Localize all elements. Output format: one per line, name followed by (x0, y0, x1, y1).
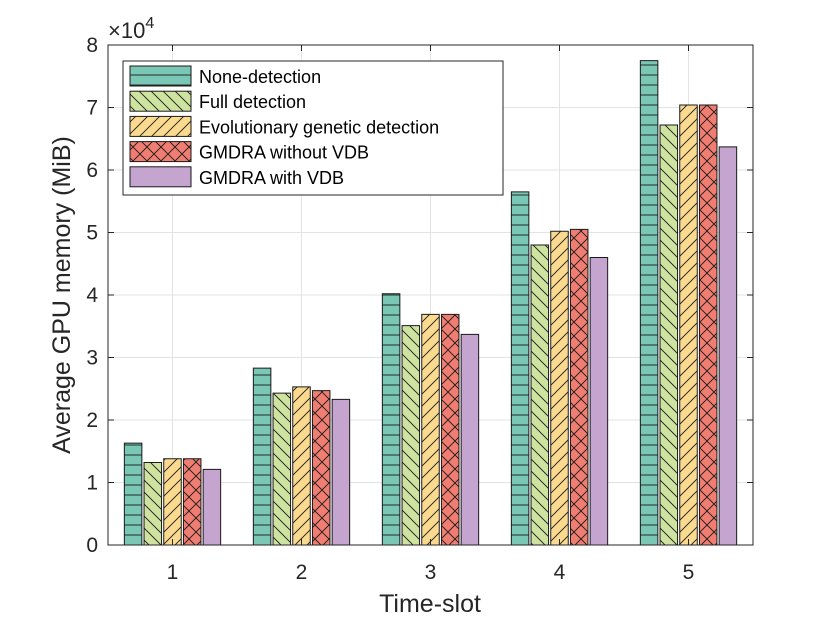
y-multiplier-symbol: × (108, 18, 121, 43)
bar-full-detection-slot-5 (659, 124, 679, 546)
legend-swatch (129, 115, 192, 137)
bar-full-detection-slot-1 (143, 462, 163, 546)
x-tick-label: 3 (425, 561, 437, 584)
y-tick-label: 8 (86, 34, 98, 57)
legend-label: None-detection (199, 67, 321, 87)
legend-swatch (129, 65, 192, 87)
legend-swatch (129, 90, 192, 112)
y-tick-label: 5 (86, 222, 98, 245)
x-axis-title: Time-slot (379, 590, 481, 618)
bar-evolutionary-genetic-detection-slot-2 (292, 386, 311, 546)
bar-evolutionary-genetic-detection-slot-5 (679, 104, 698, 546)
y-tick-label: 4 (86, 284, 98, 307)
bar-none-detection-slot-1 (123, 442, 143, 546)
bar-none-detection-slot-3 (381, 293, 401, 546)
legend-label: GMDRA without VDB (199, 143, 369, 163)
x-tick-label: 2 (296, 561, 308, 584)
legend: None-detection Full detection Evolutionary… (122, 60, 504, 196)
bar-none-detection-slot-5 (639, 60, 659, 546)
y-tick-label: 2 (86, 409, 98, 432)
y-multiplier: ×104 (108, 15, 154, 43)
y-tick-label: 1 (86, 472, 98, 495)
x-tick-label: 4 (554, 561, 566, 584)
bar-gmdra-without-vdb-slot-4 (569, 228, 589, 546)
bar-gmdra-with-vdb-slot-3 (460, 333, 480, 546)
bar-full-detection-slot-4 (530, 244, 550, 546)
y-multiplier-exponent: 4 (145, 15, 154, 32)
bar-gmdra-without-vdb-slot-1 (182, 458, 202, 546)
bars-group (123, 60, 738, 546)
bar-none-detection-slot-4 (510, 191, 530, 546)
y-tick-label: 6 (86, 159, 98, 182)
bar-evolutionary-genetic-detection-slot-1 (163, 458, 182, 546)
bar-gmdra-without-vdb-slot-3 (440, 313, 460, 546)
bar-gmdra-with-vdb-slot-5 (718, 146, 738, 546)
bar-full-detection-slot-2 (272, 392, 292, 546)
bar-full-detection-slot-3 (401, 325, 421, 546)
legend-label: Evolutionary genetic detection (199, 117, 439, 137)
y-tick-label: 3 (86, 347, 98, 370)
y-tick-label: 7 (86, 97, 98, 120)
legend-label: Full detection (199, 92, 306, 112)
y-tick-labels: 0 1 2 3 4 5 6 7 8 (86, 34, 98, 557)
tick-marks (108, 44, 753, 546)
bar-gmdra-without-vdb-slot-5 (698, 104, 718, 546)
bar-gmdra-with-vdb-slot-2 (331, 398, 351, 546)
bar-none-detection-slot-2 (252, 367, 272, 546)
bar-gmdra-with-vdb-slot-1 (202, 468, 222, 546)
x-tick-labels: 1 2 3 4 5 (167, 561, 695, 584)
bar-evolutionary-genetic-detection-slot-4 (550, 230, 569, 546)
x-tick-label: 5 (683, 561, 695, 584)
legend-swatch (129, 141, 192, 163)
legend-swatch (129, 166, 192, 188)
bar-evolutionary-genetic-detection-slot-3 (421, 313, 440, 546)
bar-gmdra-with-vdb-slot-4 (589, 257, 609, 546)
y-multiplier-base: 10 (121, 18, 145, 43)
bar-gmdra-without-vdb-slot-2 (311, 390, 331, 546)
y-tick-label: 0 (86, 534, 98, 557)
x-tick-label: 1 (167, 561, 179, 584)
legend-label: GMDRA with VDB (199, 168, 344, 188)
y-axis-title: Average GPU memory (MiB) (48, 136, 76, 454)
